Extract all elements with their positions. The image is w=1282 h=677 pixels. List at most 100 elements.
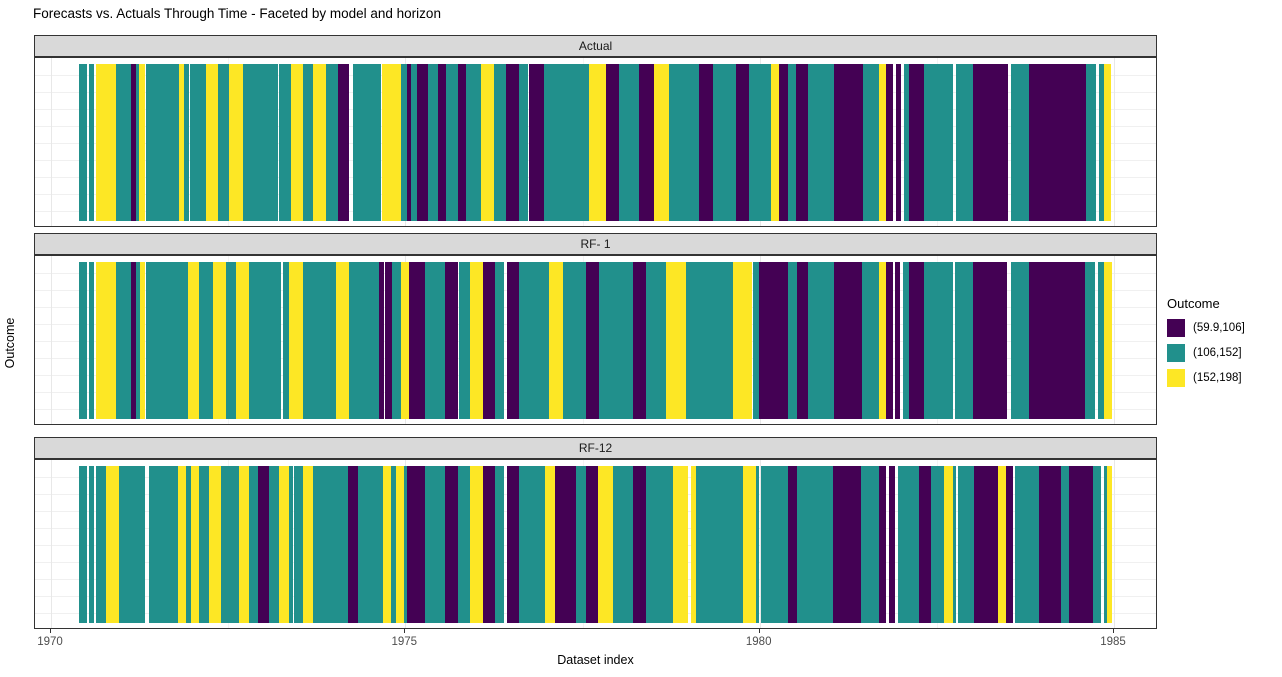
tile-segment (861, 262, 879, 419)
tile-segment (924, 64, 954, 221)
tile-segment (457, 466, 470, 623)
tile-segment (743, 466, 757, 623)
tile-segment (885, 64, 893, 221)
tile-segment (958, 466, 974, 623)
tile-segment (469, 466, 484, 623)
tile-segment (632, 466, 647, 623)
tile-segment (291, 64, 304, 221)
tile-segment (973, 64, 1008, 221)
tile-segment (888, 466, 895, 623)
facet-panel-actual (34, 57, 1157, 227)
tile-segment (406, 64, 411, 221)
tile-segment (807, 64, 834, 221)
tile-segment (632, 262, 647, 419)
x-tick (758, 629, 760, 633)
tile-segment (416, 64, 428, 221)
tile-segment (1014, 466, 1039, 623)
tile-segment (518, 466, 545, 623)
gridline-major (1114, 256, 1115, 424)
tile-segment (408, 262, 426, 419)
gridline-major (1114, 58, 1115, 226)
legend-key-(152,198]: (152,198] (1167, 369, 1279, 387)
tile-segment (279, 64, 292, 221)
tile-segment (788, 466, 798, 623)
tile-segment (834, 64, 864, 221)
tile-segment (495, 466, 504, 623)
tile-segment (391, 466, 397, 623)
tile-segment (544, 64, 589, 221)
tile-segment (695, 466, 744, 623)
tile-segment (1005, 466, 1013, 623)
tile-segment (895, 64, 901, 221)
tile-segment (690, 466, 696, 623)
tile-segment (303, 262, 336, 419)
facet-strip-rf1: RF- 1 (34, 233, 1157, 255)
tile-segment (326, 64, 338, 221)
tile-segment (243, 64, 278, 221)
tile-segment (1099, 64, 1105, 221)
tile-segment (506, 262, 519, 419)
facet-panel-rf1 (34, 255, 1157, 425)
tile-segment (349, 262, 380, 419)
tile-segment (605, 64, 620, 221)
tile-segment (756, 466, 759, 623)
tile-segment (529, 64, 545, 221)
tile-segment (226, 262, 236, 419)
tile-segment (752, 262, 759, 419)
tile-segment (586, 466, 598, 623)
tile-segment (1104, 64, 1112, 221)
tile-segment (199, 262, 214, 419)
tile-segment (931, 466, 944, 623)
tile-segment (187, 262, 200, 419)
tile-segment (576, 466, 586, 623)
tile-segment (89, 466, 95, 623)
tile-segment (919, 466, 932, 623)
tile-segment (885, 262, 893, 419)
tile-segment (778, 64, 788, 221)
tile-segment (563, 262, 587, 419)
tile-segment (269, 466, 280, 623)
tile-segment (495, 262, 504, 419)
gridline-major (51, 460, 52, 628)
tile-segment (619, 64, 640, 221)
tile-segment (506, 466, 519, 623)
tile-segment (303, 466, 314, 623)
tile-segment (902, 262, 910, 419)
gridline-major (51, 58, 52, 226)
x-tick (404, 629, 406, 633)
tile-segment (788, 64, 796, 221)
tile-segment (248, 466, 258, 623)
tile-segment (425, 262, 445, 419)
tile-segment (313, 64, 326, 221)
tile-segment (1104, 466, 1107, 623)
tile-segment (338, 64, 350, 221)
tile-segment (654, 64, 669, 221)
facet-panel-rf12 (34, 459, 1157, 629)
tile-segment (878, 64, 886, 221)
tile-segment (736, 64, 750, 221)
tile-segment (401, 262, 409, 419)
tile-segment (863, 64, 879, 221)
tile-segment (403, 466, 407, 623)
tile-segment (352, 64, 382, 221)
tile-segment (518, 64, 528, 221)
tile-segment (383, 466, 392, 623)
tile-segment (1086, 64, 1097, 221)
legend-title: Outcome (1167, 296, 1220, 311)
x-tick-label: 1970 (37, 636, 63, 648)
tile-segment (953, 466, 956, 623)
tile-segment (106, 466, 120, 623)
tile-segment (184, 64, 190, 221)
tile-segment (895, 262, 900, 419)
x-axis-title: Dataset index (557, 653, 634, 667)
tile-segment (136, 64, 139, 221)
tile-segment (384, 262, 392, 419)
tile-segment (96, 262, 117, 419)
tile-segment (943, 466, 954, 623)
tile-segment (598, 466, 613, 623)
tile-segment (445, 262, 458, 419)
tile-segment (282, 262, 290, 419)
tile-segment (437, 64, 446, 221)
x-tick (50, 629, 51, 633)
